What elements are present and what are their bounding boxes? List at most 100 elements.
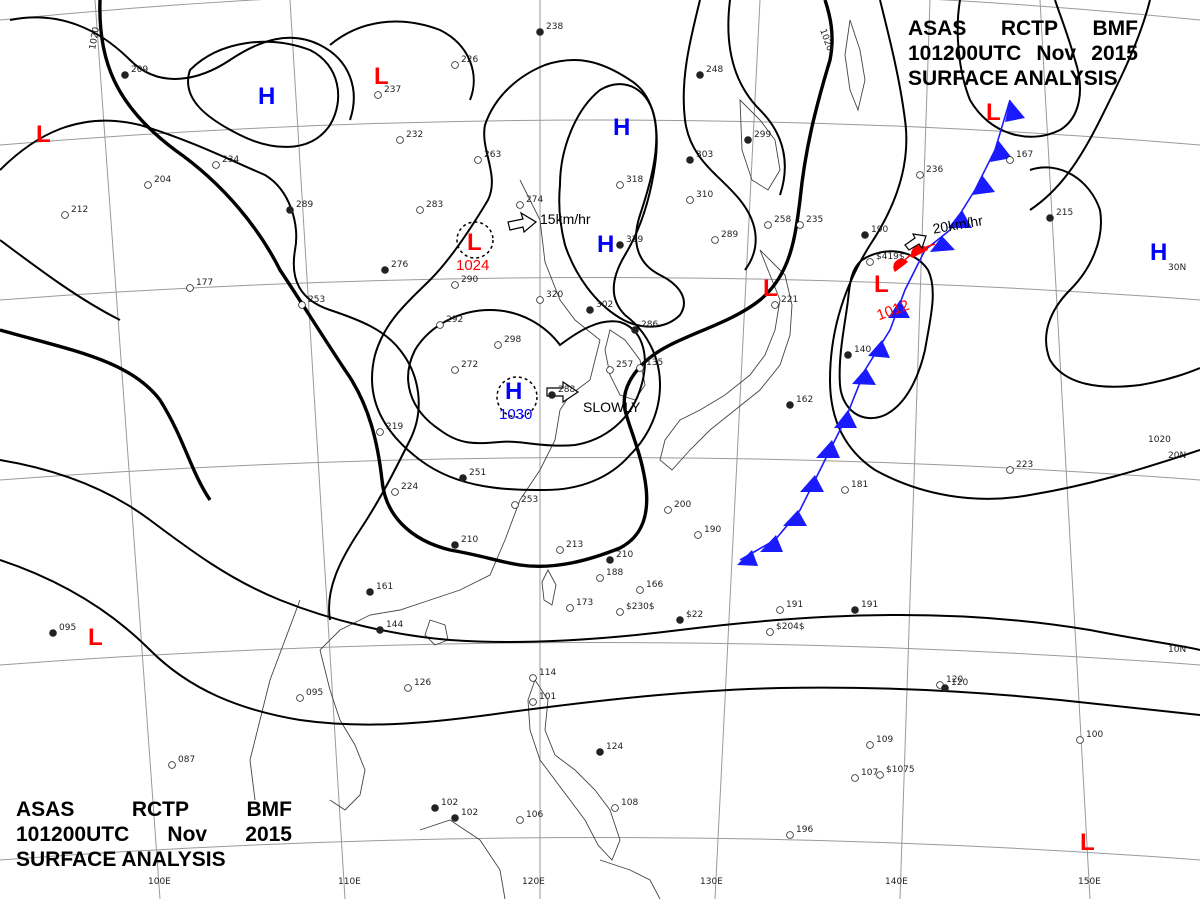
station-value: 108 (621, 798, 638, 808)
station-value: 251 (469, 468, 486, 478)
high-marker: H (1150, 239, 1167, 266)
station-value: $204$ (776, 622, 805, 632)
station-marker (616, 241, 624, 249)
station-value: 102 (441, 798, 458, 808)
header-top-year: 2015 (1091, 42, 1138, 65)
low-marker: L (1080, 829, 1095, 856)
header-bottom-code-3: BMF (246, 798, 293, 821)
header-bottom-title: SURFACE ANALYSIS (16, 848, 226, 871)
station-marker (1006, 156, 1014, 164)
station-marker (771, 301, 779, 309)
station-marker (631, 326, 639, 334)
station-value: 283 (426, 200, 443, 210)
station-value: 215 (1056, 208, 1073, 218)
station-value: 095 (59, 623, 76, 633)
header-top-code-3: BMF (1092, 17, 1139, 40)
station-marker (376, 626, 384, 634)
motion-arrows (507, 211, 927, 404)
high-marker: H (597, 231, 614, 258)
station-marker (536, 296, 544, 304)
station-value: 299 (754, 130, 771, 140)
station-marker (841, 486, 849, 494)
station-value: 167 (1016, 150, 1033, 160)
low-marker: L (88, 624, 103, 651)
station-marker (451, 281, 459, 289)
station-value: 223 (1016, 460, 1033, 470)
isobar-label: 1020 (88, 26, 102, 51)
warm-front (893, 243, 936, 272)
lon-label-130e: 130E (700, 877, 723, 887)
station-value: 248 (706, 65, 723, 75)
station-value: 236 (926, 165, 943, 175)
header-bottom-year: 2015 (245, 823, 292, 846)
station-marker (941, 684, 949, 692)
station-marker (616, 181, 624, 189)
station-marker (686, 196, 694, 204)
station-marker (451, 814, 459, 822)
station-marker (556, 546, 564, 554)
station-marker (786, 401, 794, 409)
station-value: 161 (376, 582, 393, 592)
station-value: 224 (401, 482, 418, 492)
station-value: 253 (521, 495, 538, 505)
station-marker (596, 574, 604, 582)
header-bottom-time: 101200UTC (16, 823, 130, 846)
station-value: $419$ (876, 252, 905, 262)
station-value: 210 (616, 550, 633, 560)
station-marker (851, 606, 859, 614)
isobar-label: 1020 (1148, 435, 1171, 445)
station-value: 200 (674, 500, 691, 510)
station-marker (529, 698, 537, 706)
station-marker (416, 206, 424, 214)
station-marker (566, 604, 574, 612)
station-value: $22 (686, 610, 703, 620)
station-marker (121, 71, 129, 79)
header-bottom-code-1: ASAS (16, 798, 75, 821)
station-marker (766, 628, 774, 636)
station-marker (664, 506, 672, 514)
station-marker (611, 804, 619, 812)
station-value: 102 (461, 808, 478, 818)
low-marker: L (36, 121, 51, 148)
station-value: 095 (306, 688, 323, 698)
lon-label-120e: 120E (522, 877, 545, 887)
header-bottom: ASAS RCTP BMF 101200UTC Nov 2015 SURFACE… (16, 797, 292, 872)
low-marker: L (986, 99, 1001, 126)
latitude-labels: 30N 20N 10N (1168, 263, 1186, 655)
station-marker (451, 366, 459, 374)
station-value: 140 (854, 345, 871, 355)
station-marker (391, 488, 399, 496)
station-marker (586, 306, 594, 314)
station-marker (49, 629, 57, 637)
station-marker (866, 258, 874, 266)
header-top-code-1: ASAS (908, 17, 967, 40)
station-value: 087 (178, 755, 195, 765)
station-value: 144 (386, 620, 403, 630)
station-value: 181 (851, 480, 868, 490)
station-marker (776, 606, 784, 614)
station-marker (796, 221, 804, 229)
station-value: 124 (606, 742, 623, 752)
station-marker (366, 588, 374, 596)
coastlines (249, 19, 866, 899)
station-value: 302 (596, 300, 613, 310)
station-marker (616, 608, 624, 616)
station-value: 272 (461, 360, 478, 370)
station-value: 188 (606, 568, 623, 578)
station-value: 253 (308, 295, 325, 305)
station-marker (516, 201, 524, 209)
high-main-value: 1030 (499, 406, 532, 423)
station-value: 191 (861, 600, 878, 610)
station-value: 101 (539, 692, 556, 702)
header-top: ASAS RCTP BMF 101200UTC Nov 2015 SURFACE… (908, 16, 1138, 91)
station-marker (186, 284, 194, 292)
low-main-marker: L (467, 229, 482, 256)
station-marker (404, 684, 412, 692)
high-main-marker: H (505, 378, 522, 405)
station-marker (1006, 466, 1014, 474)
station-marker (1046, 214, 1054, 222)
high-marker: H (258, 83, 275, 110)
longitude-labels: 100E 110E 120E 130E 140E 150E (148, 877, 1101, 887)
header-top-time: 101200UTC (908, 42, 1022, 65)
